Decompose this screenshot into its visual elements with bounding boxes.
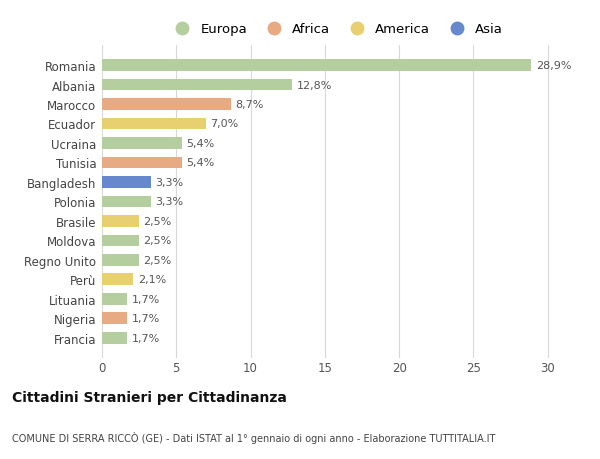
Bar: [102, 293, 127, 305]
Bar: [102, 235, 139, 246]
Bar: [102, 313, 127, 325]
Bar: [102, 332, 127, 344]
Text: 1,7%: 1,7%: [132, 294, 160, 304]
Text: 2,5%: 2,5%: [143, 255, 172, 265]
Bar: [102, 157, 182, 169]
Text: 2,1%: 2,1%: [137, 274, 166, 285]
Bar: [102, 99, 231, 111]
Bar: [102, 177, 151, 188]
Text: 3,3%: 3,3%: [155, 178, 184, 188]
Bar: [102, 118, 206, 130]
Text: Cittadini Stranieri per Cittadinanza: Cittadini Stranieri per Cittadinanza: [12, 390, 287, 404]
Bar: [102, 138, 182, 150]
Text: 2,5%: 2,5%: [143, 216, 172, 226]
Text: COMUNE DI SERRA RICCÒ (GE) - Dati ISTAT al 1° gennaio di ogni anno - Elaborazion: COMUNE DI SERRA RICCÒ (GE) - Dati ISTAT …: [12, 431, 496, 443]
Text: 3,3%: 3,3%: [155, 197, 184, 207]
Bar: [102, 216, 139, 227]
Text: 2,5%: 2,5%: [143, 236, 172, 246]
Text: 1,7%: 1,7%: [132, 333, 160, 343]
Text: 28,9%: 28,9%: [536, 61, 571, 71]
Text: 5,4%: 5,4%: [187, 139, 215, 149]
Bar: [102, 60, 532, 72]
Bar: [102, 79, 292, 91]
Text: 8,7%: 8,7%: [236, 100, 264, 110]
Text: 7,0%: 7,0%: [211, 119, 239, 129]
Bar: [102, 274, 133, 285]
Text: 5,4%: 5,4%: [187, 158, 215, 168]
Text: 12,8%: 12,8%: [296, 80, 332, 90]
Bar: [102, 196, 151, 208]
Text: 1,7%: 1,7%: [132, 313, 160, 324]
Legend: Europa, Africa, America, Asia: Europa, Africa, America, Asia: [164, 18, 508, 42]
Bar: [102, 254, 139, 266]
